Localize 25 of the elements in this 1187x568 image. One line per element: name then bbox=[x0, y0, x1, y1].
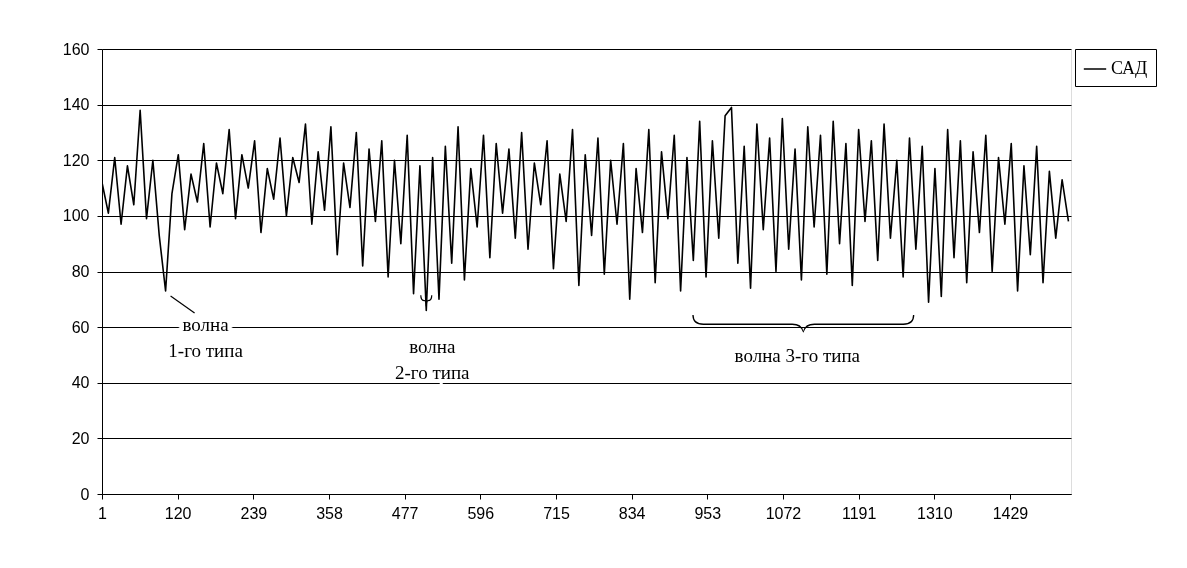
y-tick-label: 100 bbox=[62, 207, 90, 225]
x-tick-label: 358 bbox=[316, 504, 343, 522]
x-tick-label: 239 bbox=[240, 504, 268, 522]
x-tick-label: 1072 bbox=[765, 504, 802, 522]
y-tick-label: 160 bbox=[62, 40, 90, 58]
y-tick-label: 140 bbox=[62, 96, 90, 114]
y-tick-label: 20 bbox=[71, 429, 90, 447]
legend-label: САД bbox=[1111, 58, 1148, 78]
x-tick-label: 120 bbox=[164, 504, 192, 522]
x-tick-label: 596 bbox=[467, 504, 495, 522]
annotation: волна 2-го типа bbox=[395, 336, 471, 384]
x-tick-label: 715 bbox=[543, 504, 570, 522]
y-tick-label: 40 bbox=[71, 374, 90, 392]
y-tick-label: 120 bbox=[62, 151, 90, 169]
x-tick-label: 1310 bbox=[917, 504, 953, 522]
x-tick-label: 953 bbox=[694, 504, 722, 522]
x-tick-label: 1191 bbox=[841, 504, 877, 522]
y-tick-label: 60 bbox=[71, 318, 90, 336]
x-tick-label: 477 bbox=[391, 504, 419, 522]
y-tick-label: 0 bbox=[80, 485, 90, 503]
annotation: волна 3-го типа bbox=[734, 345, 861, 367]
y-tick-label: 80 bbox=[71, 263, 90, 280]
x-tick-label: 834 bbox=[618, 504, 646, 522]
x-tick-label: 1429 bbox=[992, 504, 1029, 522]
x-tick-label: 1 bbox=[98, 504, 108, 522]
